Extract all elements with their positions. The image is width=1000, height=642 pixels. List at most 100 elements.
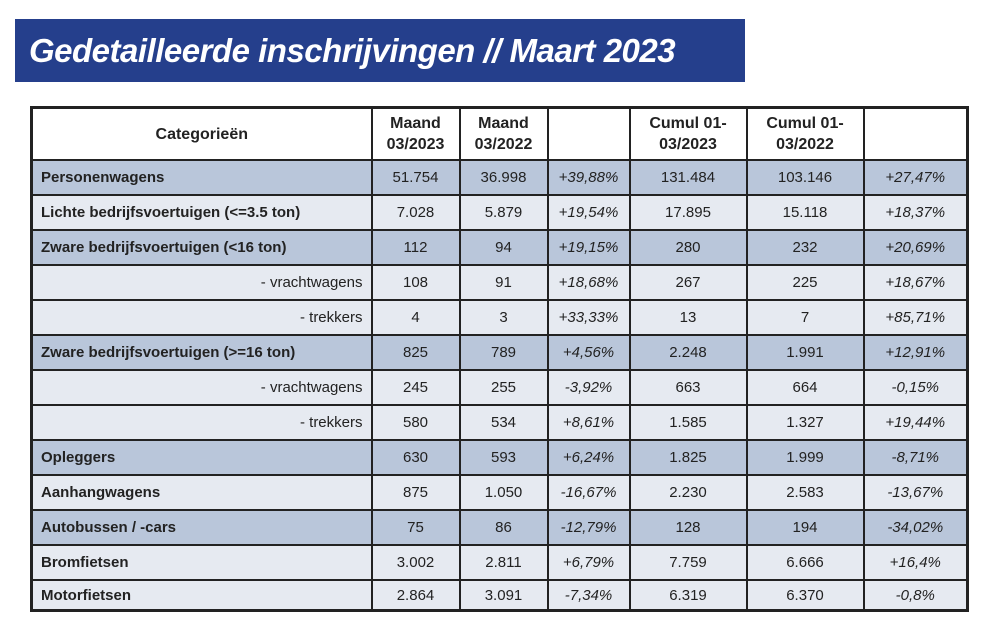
table-row: - trekkers 4 3 +33,33% 13 7 +85,71%	[30, 299, 969, 336]
change-cell: +12,91%	[862, 334, 969, 371]
category-cell: Zware bedrijfsvoertuigen (<16 ton)	[30, 229, 373, 266]
table-row: Zware bedrijfsvoertuigen (>=16 ton) 825 78…	[30, 334, 969, 371]
column-header	[862, 106, 969, 161]
table-row: Personenwagens 51.754 36.998 +39,88% 131.484…	[30, 159, 969, 196]
value-cell: 7	[745, 299, 865, 336]
value-cell: 6.319	[628, 579, 748, 612]
value-cell: 7.759	[628, 544, 748, 581]
category-cell: Autobussen / -cars	[30, 509, 373, 546]
value-cell: 3	[458, 299, 549, 336]
category-cell: Motorfietsen	[30, 579, 373, 612]
table-row: Lichte bedrijfsvoertuigen (<=3.5 ton) 7.0…	[30, 194, 969, 231]
change-cell: +19,44%	[862, 404, 969, 441]
change-cell: +4,56%	[546, 334, 631, 371]
change-cell: -0,8%	[862, 579, 969, 612]
value-cell: 3.002	[370, 544, 461, 581]
value-cell: 280	[628, 229, 748, 266]
category-cell: Aanhangwagens	[30, 474, 373, 511]
table-header: Categorieën Maand 03/2023 Maand 03/2022 Cum…	[30, 106, 969, 161]
table-row: - trekkers 580 534 +8,61% 1.585 1.327 +19,44%	[30, 404, 969, 441]
value-cell: 2.583	[745, 474, 865, 511]
value-cell: 267	[628, 264, 748, 301]
value-cell: 664	[745, 369, 865, 406]
page-title: Gedetailleerde inschrijvingen // Maart 2…	[15, 19, 745, 82]
table-row: Autobussen / -cars 75 86 -12,79% 128 194 -34,0…	[30, 509, 969, 546]
value-cell: 1.327	[745, 404, 865, 441]
value-cell: 4	[370, 299, 461, 336]
change-cell: +6,79%	[546, 544, 631, 581]
value-cell: 2.230	[628, 474, 748, 511]
category-cell: Opleggers	[30, 439, 373, 476]
value-cell: 36.998	[458, 159, 549, 196]
change-cell: +16,4%	[862, 544, 969, 581]
category-cell: - vrachtwagens	[30, 369, 373, 406]
change-cell: +39,88%	[546, 159, 631, 196]
table-row: Motorfietsen 2.864 3.091 -7,34% 6.319 6.370 -0…	[30, 579, 969, 612]
value-cell: 3.091	[458, 579, 549, 612]
value-cell: 15.118	[745, 194, 865, 231]
change-cell: -7,34%	[546, 579, 631, 612]
value-cell: 593	[458, 439, 549, 476]
value-cell: 1.999	[745, 439, 865, 476]
registrations-table: Categorieën Maand 03/2023 Maand 03/2022 Cum…	[30, 106, 969, 612]
change-cell: -3,92%	[546, 369, 631, 406]
change-cell: -34,02%	[862, 509, 969, 546]
value-cell: 789	[458, 334, 549, 371]
category-cell: Personenwagens	[30, 159, 373, 196]
change-cell: -13,67%	[862, 474, 969, 511]
value-cell: 2.248	[628, 334, 748, 371]
value-cell: 1.585	[628, 404, 748, 441]
change-cell: +18,68%	[546, 264, 631, 301]
change-cell: +27,47%	[862, 159, 969, 196]
change-cell: +20,69%	[862, 229, 969, 266]
value-cell: 2.864	[370, 579, 461, 612]
category-cell: - vrachtwagens	[30, 264, 373, 301]
value-cell: 7.028	[370, 194, 461, 231]
value-cell: 580	[370, 404, 461, 441]
change-cell: +19,54%	[546, 194, 631, 231]
change-cell: -8,71%	[862, 439, 969, 476]
value-cell: 1.991	[745, 334, 865, 371]
column-header: Maand 03/2022	[458, 106, 549, 161]
value-cell: 232	[745, 229, 865, 266]
value-cell: 5.879	[458, 194, 549, 231]
change-cell: +19,15%	[546, 229, 631, 266]
value-cell: 91	[458, 264, 549, 301]
value-cell: 51.754	[370, 159, 461, 196]
table-row: Bromfietsen 3.002 2.811 +6,79% 7.759 6.666 +16…	[30, 544, 969, 581]
table-row: Zware bedrijfsvoertuigen (<16 ton) 112 94 +…	[30, 229, 969, 266]
value-cell: 630	[370, 439, 461, 476]
change-cell: +18,37%	[862, 194, 969, 231]
column-header: Maand 03/2023	[370, 106, 461, 161]
value-cell: 6.666	[745, 544, 865, 581]
value-cell: 2.811	[458, 544, 549, 581]
category-cell: Zware bedrijfsvoertuigen (>=16 ton)	[30, 334, 373, 371]
category-cell: - trekkers	[30, 404, 373, 441]
value-cell: 1.050	[458, 474, 549, 511]
change-cell: -0,15%	[862, 369, 969, 406]
category-cell: Lichte bedrijfsvoertuigen (<=3.5 ton)	[30, 194, 373, 231]
value-cell: 17.895	[628, 194, 748, 231]
value-cell: 534	[458, 404, 549, 441]
value-cell: 6.370	[745, 579, 865, 612]
value-cell: 1.825	[628, 439, 748, 476]
change-cell: -16,67%	[546, 474, 631, 511]
value-cell: 875	[370, 474, 461, 511]
change-cell: +85,71%	[862, 299, 969, 336]
value-cell: 245	[370, 369, 461, 406]
column-header: Cumul 01-03/2022	[745, 106, 865, 161]
table-row: Aanhangwagens 875 1.050 -16,67% 2.230 2.583 -1…	[30, 474, 969, 511]
column-header: Cumul 01-03/2023	[628, 106, 748, 161]
category-cell: Bromfietsen	[30, 544, 373, 581]
value-cell: 128	[628, 509, 748, 546]
change-cell: +6,24%	[546, 439, 631, 476]
change-cell: +33,33%	[546, 299, 631, 336]
value-cell: 131.484	[628, 159, 748, 196]
change-cell: +18,67%	[862, 264, 969, 301]
value-cell: 75	[370, 509, 461, 546]
value-cell: 194	[745, 509, 865, 546]
value-cell: 13	[628, 299, 748, 336]
value-cell: 86	[458, 509, 549, 546]
table-row: Opleggers 630 593 +6,24% 1.825 1.999 -8,71%	[30, 439, 969, 476]
value-cell: 103.146	[745, 159, 865, 196]
